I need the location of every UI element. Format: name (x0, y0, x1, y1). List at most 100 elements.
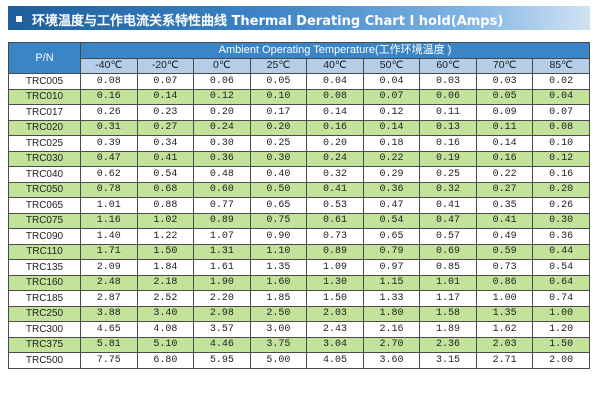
current-value-cell: 0.05 (475, 88, 534, 105)
current-value-cell: 0.14 (362, 119, 421, 136)
part-number-cell: TRC030 (8, 150, 81, 167)
table-row: TRC025 0.39 0.34 0.30 0.25 0.20 0.18 0.16 0.14 0.… (8, 135, 590, 152)
table-row: TRC010 0.16 0.14 0.12 0.10 0.08 0.07 0.06 0.05 0.… (8, 88, 590, 105)
current-value-cell: 1.17 (419, 290, 477, 307)
current-value-cell: 3.15 (419, 352, 477, 369)
current-value-cell: 0.41 (475, 212, 534, 229)
current-value-cell: 0.18 (362, 135, 421, 152)
current-value-cell: 0.12 (532, 150, 590, 167)
current-value-cell: 3.88 (80, 305, 138, 322)
current-value-cell: 0.90 (249, 228, 308, 245)
page-title: 环境温度与工作电流关系特性曲线 Thermal Derating Chart I… (32, 14, 504, 29)
current-value-cell: 0.13 (419, 119, 477, 136)
temperature-header-cell: 40℃ (306, 57, 364, 74)
table-row: TRC005 0.08 0.07 0.06 0.05 0.04 0.04 0.03 0.03 0.… (8, 73, 590, 90)
current-value-cell: 1.50 (306, 290, 364, 307)
temperature-header-cell: -20℃ (136, 57, 195, 74)
current-value-cell: 2.20 (193, 290, 251, 307)
part-number-cell: TRC010 (8, 88, 81, 105)
current-value-cell: 0.12 (193, 88, 251, 105)
current-value-cell: 0.07 (532, 104, 590, 121)
current-value-cell: 1.20 (532, 321, 590, 338)
current-value-cell: 0.25 (419, 166, 477, 183)
table-row: TRC040 0.62 0.54 0.48 0.40 0.32 0.29 0.25 0.22 0.… (8, 166, 590, 183)
current-value-cell: 0.03 (475, 73, 534, 90)
current-value-cell: 0.14 (306, 104, 364, 121)
temperature-header-cell: 70℃ (475, 57, 534, 74)
current-value-cell: 3.57 (193, 321, 251, 338)
current-value-cell: 0.73 (475, 259, 534, 276)
current-value-cell: 4.46 (193, 336, 251, 353)
temperature-header-cell: 60℃ (419, 57, 477, 74)
part-number-cell: TRC135 (8, 259, 81, 276)
current-value-cell: 0.24 (306, 150, 364, 167)
current-value-cell: 2.18 (136, 274, 195, 291)
current-value-cell: 0.06 (419, 88, 477, 105)
current-value-cell: 0.08 (532, 119, 590, 136)
current-value-cell: 0.30 (193, 135, 251, 152)
part-number-cell: TRC090 (8, 228, 81, 245)
current-value-cell: 0.47 (80, 150, 138, 167)
current-value-cell: 0.48 (193, 166, 251, 183)
part-number-cell: TRC500 (8, 352, 81, 369)
current-value-cell: 0.31 (80, 119, 138, 136)
ambient-temperature-header: Ambient Operating Temperature(工作环境温度 ) (80, 42, 590, 59)
current-value-cell: 0.85 (419, 259, 477, 276)
temperature-header-cell: 85℃ (532, 57, 590, 74)
temperature-header-cell: 25℃ (249, 57, 308, 74)
temperature-header-cell: 50℃ (362, 57, 421, 74)
current-value-cell: 0.32 (306, 166, 364, 183)
current-value-cell: 0.41 (419, 197, 477, 214)
current-value-cell: 0.54 (136, 166, 195, 183)
current-value-cell: 2.43 (306, 321, 364, 338)
part-number-cell: TRC250 (8, 305, 81, 322)
current-value-cell: 0.16 (80, 88, 138, 105)
current-value-cell: 1.60 (249, 274, 308, 291)
current-value-cell: 0.36 (362, 181, 421, 198)
current-value-cell: 1.01 (419, 274, 477, 291)
current-value-cell: 1.01 (80, 197, 138, 214)
table-row: TRC090 1.40 1.22 1.07 0.90 0.73 0.65 0.57 0.49 0.… (8, 228, 590, 245)
current-value-cell: 0.29 (362, 166, 421, 183)
current-value-cell: 5.95 (193, 352, 251, 369)
current-value-cell: 0.08 (306, 88, 364, 105)
current-value-cell: 0.30 (532, 212, 590, 229)
current-value-cell: 1.58 (419, 305, 477, 322)
table-row: TRC500 7.75 6.80 5.95 5.00 4.05 3.60 3.15 2.71 2.… (8, 352, 590, 369)
current-value-cell: 5.00 (249, 352, 308, 369)
current-value-cell: 0.53 (306, 197, 364, 214)
current-value-cell: 2.16 (362, 321, 421, 338)
current-value-cell: 0.30 (249, 150, 308, 167)
current-value-cell: 1.00 (475, 290, 534, 307)
current-value-cell: 0.97 (362, 259, 421, 276)
current-value-cell: 1.31 (193, 243, 251, 260)
current-value-cell: 0.64 (532, 274, 590, 291)
part-number-cell: TRC017 (8, 104, 81, 121)
current-value-cell: 0.22 (362, 150, 421, 167)
current-value-cell: 0.25 (249, 135, 308, 152)
current-value-cell: 0.34 (136, 135, 195, 152)
current-value-cell: 1.84 (136, 259, 195, 276)
table-header: P/N Ambient Operating Temperature(工作环境温度… (8, 42, 590, 74)
current-value-cell: 0.20 (249, 119, 308, 136)
table-row: TRC375 5.81 5.10 4.46 3.75 3.04 2.70 2.36 2.03 1.… (8, 336, 590, 353)
table-row: TRC250 3.88 3.40 2.98 2.50 2.03 1.80 1.58 1.35 1.… (8, 305, 590, 322)
current-value-cell: 0.47 (419, 212, 477, 229)
current-value-cell: 1.90 (193, 274, 251, 291)
current-value-cell: 1.50 (136, 243, 195, 260)
current-value-cell: 0.62 (80, 166, 138, 183)
current-value-cell: 0.59 (475, 243, 534, 260)
current-value-cell: 0.16 (419, 135, 477, 152)
current-value-cell: 0.12 (362, 104, 421, 121)
current-value-cell: 1.62 (475, 321, 534, 338)
title-banner: 环境温度与工作电流关系特性曲线 Thermal Derating Chart I… (8, 6, 590, 30)
part-number-cell: TRC050 (8, 181, 81, 198)
current-value-cell: 1.10 (249, 243, 308, 260)
current-value-cell: 1.16 (80, 212, 138, 229)
current-value-cell: 0.05 (249, 73, 308, 90)
current-value-cell: 0.04 (306, 73, 364, 90)
table-row: TRC017 0.26 0.23 0.20 0.17 0.14 0.12 0.11 0.09 0.… (8, 104, 590, 121)
current-value-cell: 0.17 (249, 104, 308, 121)
current-value-cell: 0.07 (362, 88, 421, 105)
current-value-cell: 3.40 (136, 305, 195, 322)
